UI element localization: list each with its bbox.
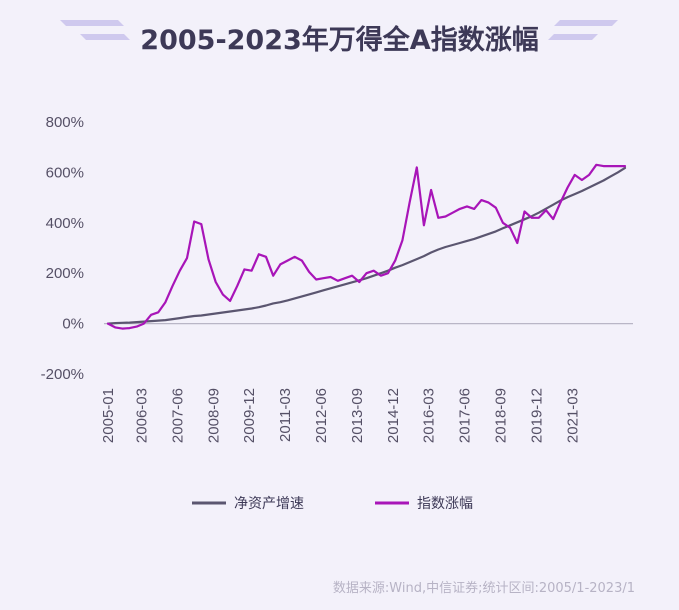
y-tick-label: 600%	[46, 164, 84, 181]
x-tick-label: 2011-03	[277, 388, 294, 442]
title-decoration	[60, 20, 618, 40]
legend-label: 净资产增速	[234, 496, 304, 512]
series-line-index-gain	[106, 163, 627, 330]
x-tick-label: 2012-06	[313, 388, 330, 443]
x-tick-label: 2016-03	[421, 388, 438, 443]
y-axis: -200% 0% 200% 400% 600% 800%	[41, 114, 84, 383]
decor-bar-right-top	[554, 20, 618, 26]
x-tick-label: 2007-06	[169, 388, 186, 443]
x-tick-label: 2019-12	[528, 388, 545, 443]
x-tick-label: 2006-03	[134, 388, 151, 443]
x-tick-label: 2017-06	[457, 388, 474, 443]
x-axis: 2005-01 2006-03 2007-06 2008-09 2009-12 2011-…	[100, 388, 581, 443]
x-tick-label: 2021-03	[564, 388, 581, 443]
data-source-note: 数据来源:Wind,中信证券;统计区间:2005/1-2023/1	[332, 581, 635, 596]
title-banner: 2005-2023年万得全A指数涨幅	[0, 10, 679, 60]
x-tick-label: 2013-09	[349, 388, 366, 443]
x-tick-label: 2014-12	[385, 388, 402, 443]
line-chart: -200%0%200%400%600%800% 2005-01 2006-03 20…	[41, 114, 633, 512]
y-tick-label: 200%	[46, 265, 84, 282]
x-tick-label: 2018-09	[493, 388, 510, 443]
y-tick-label: -200%	[41, 366, 84, 383]
decor-bar-right-bottom	[548, 34, 598, 40]
y-tick-label: 400%	[46, 215, 84, 232]
legend-label: 指数涨幅	[417, 496, 473, 512]
x-tick-label: 2009-12	[241, 388, 258, 443]
y-tick-label: 800%	[46, 114, 84, 131]
chart-title: 2005-2023年万得全A指数涨幅	[140, 25, 539, 56]
y-tick-label: 0%	[62, 316, 84, 333]
legend: 净资产增速 指数涨幅	[192, 496, 473, 512]
series-group	[106, 163, 627, 330]
series-line-net-asset-growth	[106, 166, 627, 325]
decor-bar-left-top	[60, 20, 124, 26]
x-tick-label: 2008-09	[205, 388, 222, 443]
x-tick-label: 2005-01	[100, 388, 117, 443]
decor-bar-left-bottom	[80, 34, 130, 40]
